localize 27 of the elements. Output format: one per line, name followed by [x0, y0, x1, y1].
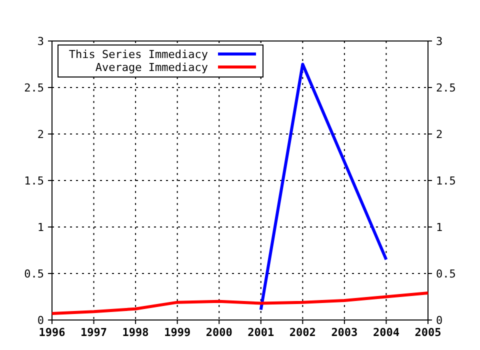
y-tick-label: 1: [37, 221, 44, 234]
y-tick-label: 0.5: [24, 268, 44, 280]
y-tick-label: 2.5: [24, 82, 44, 94]
legend-label: This Series Immediacy: [68, 48, 208, 61]
x-tick-label: 1999: [164, 326, 191, 339]
legend-label: Average Immediacy: [95, 61, 208, 74]
x-tick-label: 1996: [38, 326, 66, 339]
line-series: [50, 292, 430, 315]
x-tick-label: 2001: [248, 326, 275, 339]
x-tick-label: 1997: [80, 326, 108, 339]
y2-tick-label: 1: [436, 221, 443, 234]
y-tick-label: 3: [37, 35, 44, 48]
y2-tick-label: 2.5: [436, 82, 456, 94]
y-tick-label: 0: [37, 314, 44, 327]
y2-tick-label: 0: [436, 314, 443, 327]
x-tick-label: 2000: [206, 326, 232, 339]
x-tick-label: 2003: [331, 326, 358, 339]
y-tick-label: 1.5: [24, 174, 44, 188]
y2-tick-label: 3: [436, 35, 443, 48]
y-tick-label: 2: [37, 128, 44, 141]
x-tick-label: 2005: [414, 326, 442, 339]
y2-tick-label: 1.5: [436, 174, 456, 188]
x-tick-label: 1998: [122, 326, 149, 339]
y2-tick-label: 0.5: [436, 268, 456, 280]
y2-tick-label: 2: [436, 128, 443, 141]
x-tick-label: 2002: [289, 326, 316, 339]
x-tick-label: 2004: [372, 326, 400, 339]
